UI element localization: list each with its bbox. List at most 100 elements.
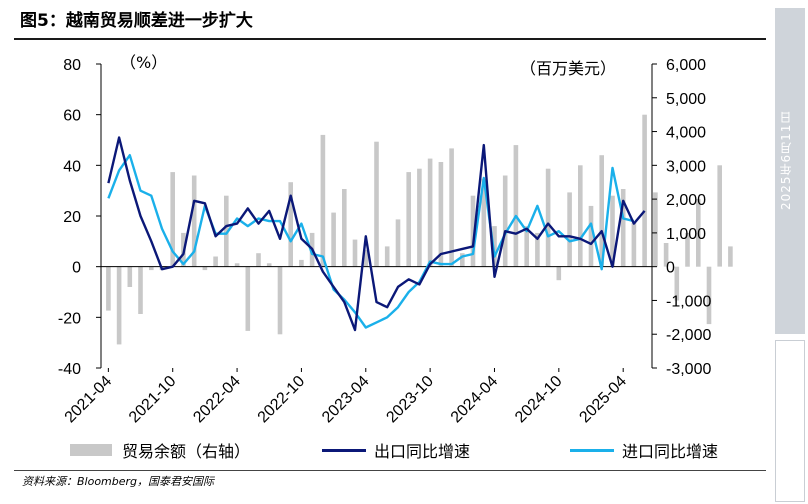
footer-divider: [14, 470, 766, 471]
x-tick-label: 2024-04: [448, 373, 502, 427]
balance-bar: [706, 266, 712, 325]
right-tick-label: 2,000: [666, 192, 706, 209]
legend-swatch-export: [322, 448, 366, 452]
left-tick-label: -40: [58, 361, 81, 378]
balance-bar: [567, 192, 572, 267]
balance-bar: [545, 168, 551, 267]
balance-bar: [481, 178, 487, 267]
legend-label-import: 进口同比增速: [622, 442, 719, 461]
right-tick-label: 4,000: [666, 125, 706, 142]
balance-bar: [170, 172, 175, 267]
right-tick-label: 1,000: [666, 226, 706, 243]
legend-item-export: 出口同比增速: [322, 438, 470, 462]
balance-bar: [535, 232, 540, 267]
left-tick-label: 40: [63, 158, 81, 175]
right-tick-label: -2,000: [666, 327, 711, 344]
balance-bar: [202, 266, 208, 271]
legend: 贸易余额（右轴） 出口同比增速 进口同比增速: [70, 438, 760, 462]
side-date-text: 2025年6月11日: [779, 110, 793, 210]
x-tick-label: 2021-04: [62, 373, 116, 427]
balance-bar: [728, 246, 733, 267]
legend-swatch-balance: [70, 444, 112, 456]
balance-bar: [256, 253, 261, 267]
balance-bar: [556, 266, 562, 281]
balance-bar: [438, 162, 444, 267]
left-tick-label: 20: [63, 209, 81, 226]
balance-bar: [266, 263, 272, 267]
balance-bar: [374, 141, 379, 267]
balance-bar: [234, 263, 240, 267]
balance-bar: [417, 168, 422, 267]
balance-bar: [642, 114, 647, 267]
balance-bar: [492, 226, 497, 267]
balance-bar: [213, 256, 218, 267]
trade-balance-bars: [106, 114, 733, 345]
balance-bar: [149, 266, 154, 271]
balance-bar: [245, 266, 251, 331]
export-growth-line: [107, 136, 646, 332]
left-tick-label: 60: [63, 108, 81, 125]
balance-bar: [696, 199, 701, 267]
balance-bar: [224, 195, 229, 267]
right-tick-label: -1,000: [666, 293, 711, 310]
legend-label-export: 出口同比增速: [374, 442, 471, 461]
balance-bar: [299, 259, 304, 267]
x-tick-label: 2024-10: [512, 373, 566, 427]
right-tick-label: 6,000: [666, 57, 706, 74]
x-tick-label: 2022-10: [255, 373, 309, 427]
balance-bar: [384, 246, 390, 267]
x-tick-label: 2023-10: [383, 373, 437, 427]
balance-bar: [191, 175, 197, 267]
x-tick-label: 2021-10: [126, 373, 180, 427]
balance-bar: [460, 253, 465, 267]
balance-bar: [331, 212, 336, 267]
balance-bar: [342, 189, 347, 267]
balance-bar: [513, 145, 519, 267]
balance-bar: [352, 239, 358, 267]
left-tick-label: 0: [72, 260, 81, 277]
balance-bar: [427, 158, 433, 267]
balance-bar: [277, 266, 283, 335]
source-note: 资料来源：Bloomberg，国泰君安国际: [22, 475, 215, 488]
balance-bar: [578, 165, 583, 267]
balance-bar: [685, 232, 690, 267]
right-tick-label: -3,000: [666, 361, 711, 378]
left-tick-label: -20: [58, 310, 81, 327]
legend-label-balance: 贸易余额（右轴）: [122, 442, 251, 461]
balance-bar: [610, 195, 615, 267]
legend-swatch-import: [570, 448, 614, 452]
balance-bar: [320, 134, 326, 267]
title-divider: [14, 38, 766, 40]
balance-bar: [502, 175, 508, 267]
balance-bar: [588, 205, 594, 267]
balance-bar: [717, 165, 722, 267]
balance-bar: [674, 266, 680, 301]
axes: [96, 63, 657, 372]
x-tick-label: 2023-04: [319, 373, 373, 427]
left-axis-unit: （%）: [120, 53, 167, 72]
right-tick-label: 5,000: [666, 91, 706, 108]
balance-bar: [449, 148, 454, 267]
balance-bar: [653, 192, 658, 267]
balance-bar: [106, 266, 111, 311]
side-panel: [775, 340, 805, 502]
balance-bar: [470, 195, 476, 267]
balance-bar: [116, 266, 122, 345]
right-tick-label: 3,000: [666, 158, 706, 175]
balance-bar: [127, 266, 133, 287]
balance-bar: [406, 172, 411, 267]
balance-bar: [631, 222, 637, 267]
x-tick-label: 2025-04: [576, 373, 630, 427]
balance-bar: [288, 182, 293, 267]
right-tick-label: 0: [666, 260, 675, 277]
growth-lines: [107, 136, 646, 332]
right-axis-unit: （百万美元）: [520, 59, 616, 78]
legend-item-balance: 贸易余额（右轴）: [70, 438, 250, 462]
balance-bar: [363, 249, 369, 267]
left-tick-label: 80: [63, 57, 81, 74]
balance-bar: [620, 189, 626, 267]
balance-bar: [663, 243, 669, 267]
figure-title: 图5：越南贸易顺差进一步扩大: [20, 11, 253, 31]
balance-bar: [599, 155, 604, 267]
